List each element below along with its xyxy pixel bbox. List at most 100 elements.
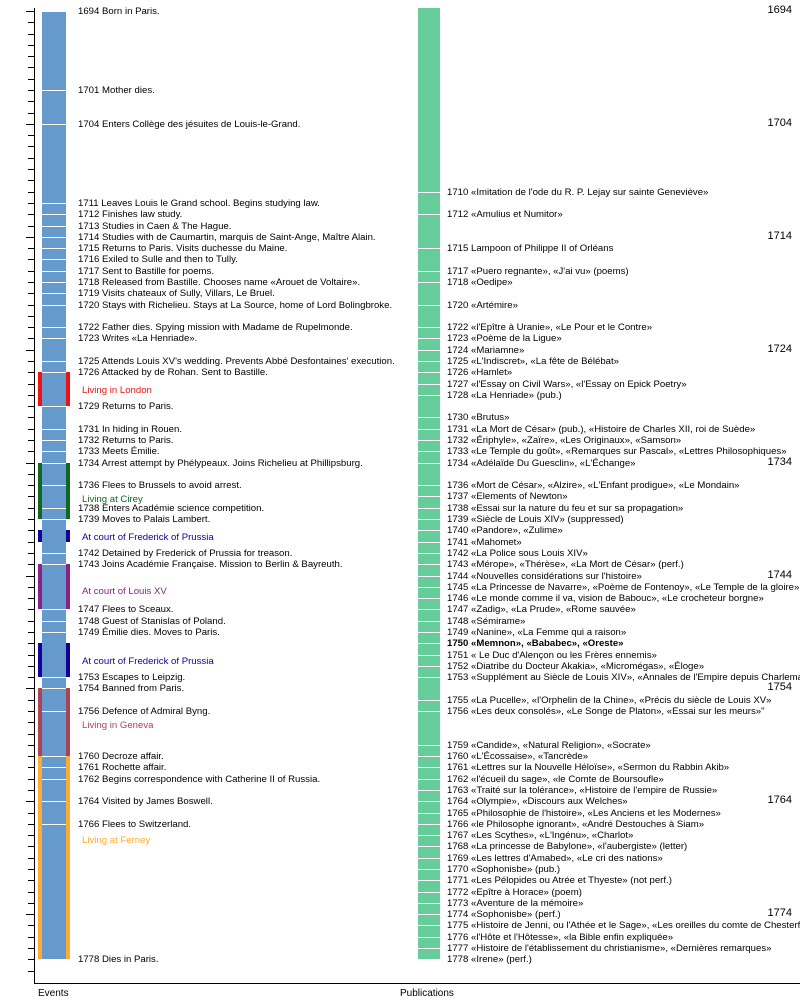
publication-entry: 1749 «Nanine», «La Femme qui a raison» bbox=[447, 626, 627, 638]
axis-tick-minor bbox=[28, 293, 34, 294]
events-bar-separator bbox=[42, 710, 66, 712]
publication-entry: 1710 «Imitation de l'ode du R. P. Lejay … bbox=[447, 186, 709, 198]
publications-bar-separator bbox=[418, 428, 440, 430]
event-entry: 1723 Writes «La Henriade». bbox=[78, 333, 198, 345]
axis-tick-label: 1774 bbox=[767, 907, 792, 920]
publications-bar-separator bbox=[418, 360, 440, 362]
event-entry: 1719 Visits chateaux of Sully, Villars, … bbox=[78, 288, 275, 300]
publications-bar-separator bbox=[418, 778, 440, 780]
publication-entry: 1760 «L'Écossaise», «Tancrède» bbox=[447, 751, 589, 763]
axis-tick-minor bbox=[28, 632, 34, 633]
publications-bar-separator bbox=[418, 801, 440, 803]
publication-entry: 1763 «Traité sur la tolérance», «Histoir… bbox=[447, 785, 718, 796]
publications-bar-separator bbox=[418, 823, 440, 825]
axis-tick-major bbox=[26, 463, 34, 464]
axis-tick-minor bbox=[28, 779, 34, 780]
event-entry: 1731 In hiding in Rouen. bbox=[78, 423, 183, 435]
publications-bar-separator bbox=[418, 756, 440, 758]
event-entry: 1760 Decroze affair. bbox=[78, 751, 164, 763]
axis-tick-minor bbox=[28, 734, 34, 735]
events-bar-separator bbox=[42, 440, 66, 442]
publication-entry: 1741 «Mahomet» bbox=[447, 536, 522, 548]
location-period-bar bbox=[38, 530, 42, 542]
axis-tick-label: 1714 bbox=[767, 229, 792, 242]
event-entry: 1713 Studies in Caen & The Hague. bbox=[78, 220, 232, 232]
event-entry: 1729 Returns to Paris. bbox=[78, 401, 174, 413]
axis-tick-minor bbox=[28, 959, 34, 960]
axis-tick-major bbox=[26, 576, 34, 577]
publication-entry: 1767 «Les Scythes», «L'Ingénu», «Charlot… bbox=[447, 830, 634, 842]
events-bar-separator bbox=[42, 462, 66, 464]
axis-tick-major bbox=[26, 237, 34, 238]
axis-tick-minor bbox=[28, 813, 34, 814]
publications-bar-separator bbox=[418, 744, 440, 746]
axis-tick-minor bbox=[28, 338, 34, 339]
publication-entry: 1724 «Mariamne» bbox=[447, 344, 525, 356]
events-bar-separator bbox=[42, 756, 66, 758]
events-bar-separator bbox=[42, 823, 66, 825]
event-entry: 1716 Exiled to Sulle and then to Tully. bbox=[78, 254, 238, 266]
axis-tick-minor bbox=[28, 248, 34, 249]
events-bar-separator bbox=[42, 338, 66, 340]
publication-entry: 1748 «Sémirame» bbox=[447, 615, 526, 627]
axis-tick-minor bbox=[28, 530, 34, 531]
axis-tick-minor bbox=[28, 316, 34, 317]
event-entry: 1714 Studies with de Caumartin, marquis … bbox=[78, 231, 376, 243]
location-period-bar bbox=[38, 688, 42, 757]
axis-tick-minor bbox=[28, 406, 34, 407]
axis-tick-minor bbox=[28, 101, 34, 102]
events-bar-separator bbox=[42, 225, 66, 227]
axis-tick-minor bbox=[28, 496, 34, 497]
axis-tick-minor bbox=[28, 971, 34, 972]
axis-tick-minor bbox=[28, 903, 34, 904]
axis-tick-minor bbox=[28, 226, 34, 227]
events-bar-separator bbox=[42, 90, 66, 92]
publication-entry: 1725 «L'Indiscret», «La fête de Bélébat» bbox=[447, 355, 619, 367]
axis-tick-minor bbox=[28, 417, 34, 418]
events-bar-separator bbox=[42, 564, 66, 566]
publications-bar-separator bbox=[418, 869, 440, 871]
axis-tick-minor bbox=[28, 67, 34, 68]
axis-tick-minor bbox=[28, 666, 34, 667]
publication-entry: 1736 «Mort de César», «Alzire», «L'Enfan… bbox=[447, 480, 740, 492]
publication-entry: 1746 «Le monde comme il va, vision de Ba… bbox=[447, 593, 764, 605]
publications-bar-separator bbox=[418, 677, 440, 679]
event-entry: 1726 Attacked by de Rohan. Sent to Basti… bbox=[78, 367, 268, 379]
axis-tick-major bbox=[26, 350, 34, 351]
publications-bar-separator bbox=[418, 338, 440, 340]
axis-tick-minor bbox=[28, 621, 34, 622]
publications-bar-separator bbox=[418, 631, 440, 633]
events-bar-separator bbox=[42, 236, 66, 238]
axis-tick-label: 1724 bbox=[767, 342, 792, 355]
publications-bar-separator bbox=[418, 959, 440, 961]
publications-bar-separator bbox=[418, 609, 440, 611]
publications-bar-separator bbox=[418, 643, 440, 645]
publication-entry: 1737 «Elements of Newton» bbox=[447, 491, 568, 503]
publication-entry: 1734 «Adélaïde Du Guesclin», «L'Échange» bbox=[447, 457, 636, 469]
axis-tick-minor bbox=[28, 880, 34, 881]
events-bar-separator bbox=[42, 677, 66, 679]
publications-bar-separator bbox=[418, 835, 440, 837]
publications-bar-separator bbox=[418, 417, 440, 419]
event-entry: 1718 Released from Bastille. Chooses nam… bbox=[78, 276, 361, 288]
publications-bar-separator bbox=[418, 496, 440, 498]
location-label: Living in Geneva bbox=[82, 719, 154, 731]
publications-bar-separator bbox=[418, 948, 440, 950]
events-bar-separator bbox=[42, 214, 66, 216]
publications-bar-separator bbox=[418, 191, 440, 193]
axis-tick-minor bbox=[28, 169, 34, 170]
event-entry: 1704 Enters Collège des jésuites de Loui… bbox=[78, 118, 301, 130]
publications-bar-separator bbox=[418, 846, 440, 848]
publications-bar-separator bbox=[418, 620, 440, 622]
axis-tick-label: 1694 bbox=[767, 4, 792, 16]
axis-tick-minor bbox=[28, 79, 34, 80]
events-bar-separator bbox=[42, 281, 66, 283]
publications-bar-separator bbox=[418, 710, 440, 712]
events-bar-separator bbox=[42, 248, 66, 250]
horizontal-axis-line bbox=[34, 983, 800, 984]
axis-tick-minor bbox=[28, 700, 34, 701]
publications-column-caption: Publications bbox=[400, 988, 454, 999]
location-period-bar bbox=[38, 462, 42, 520]
publication-entry: 1727 «l'Essay on Civil Wars», «l'Essay o… bbox=[447, 378, 687, 390]
axis-tick-label: 1734 bbox=[767, 455, 792, 468]
